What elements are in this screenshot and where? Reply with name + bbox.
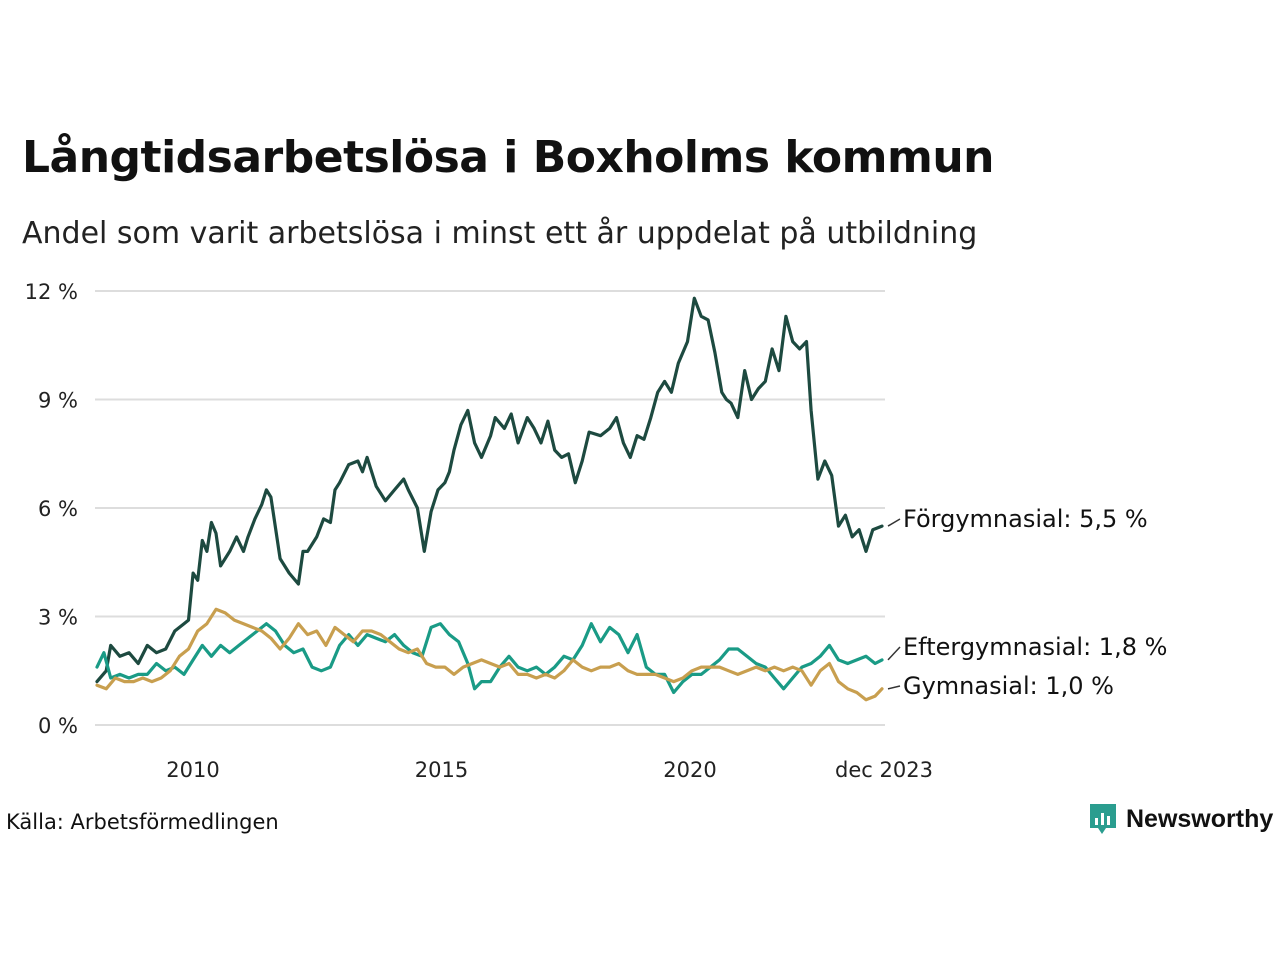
series-label-eftergymnasial: Eftergymnasial: 1,8 % [903, 633, 1167, 661]
newsworthy-logo-icon [1090, 804, 1116, 834]
label-leader-2 [887, 685, 901, 690]
series-label-gymnasial: Gymnasial: 1,0 % [903, 672, 1114, 700]
x-tick-label-1: 2015 [415, 758, 468, 782]
label-leader-1 [887, 646, 901, 661]
brand-name: Newsworthy [1126, 804, 1274, 833]
chart-subtitle: Andel som varit arbetslösa i minst ett å… [22, 216, 978, 251]
y-tick-label-2: 6 % [38, 497, 78, 521]
series-line-eftergymnasial [95, 622, 884, 695]
brand-logo: Newsworthy [1088, 802, 1273, 836]
x-tick-label-3: dec 2023 [835, 758, 933, 782]
series-line-gymnasial [95, 607, 884, 702]
y-tick-label-4: 12 % [25, 280, 78, 304]
source-note: Källa: Arbetsförmedlingen [6, 810, 279, 834]
x-tick-label-2: 2020 [663, 758, 716, 782]
y-tick-label-1: 3 % [38, 606, 78, 630]
x-tick-label-0: 2010 [166, 758, 219, 782]
chart-title: Långtidsarbetslösa i Boxholms kommun [22, 132, 995, 183]
y-tick-label-3: 9 % [38, 389, 78, 413]
y-tick-label-0: 0 % [38, 714, 78, 738]
line-chart: 0 % 3 % 6 % 9 % 12 % 2010 2015 2020 dec 2023 Förg… [25, 280, 1168, 782]
label-leader-0 [887, 518, 901, 527]
series-label-förgymnasial: Förgymnasial: 5,5 % [903, 505, 1148, 533]
series-line-förgymnasial [95, 296, 884, 684]
